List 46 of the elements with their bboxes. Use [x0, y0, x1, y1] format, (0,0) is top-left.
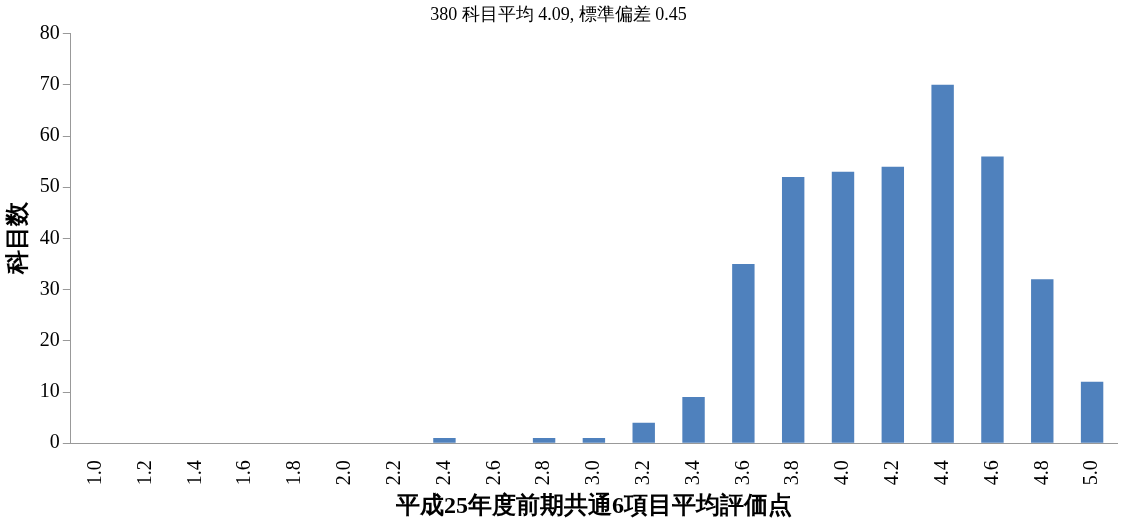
- bar: [781, 176, 805, 443]
- x-tick-label: 2.0: [332, 460, 355, 486]
- y-tick-label: 50: [39, 174, 60, 197]
- x-tick-label: 3.2: [630, 460, 653, 486]
- x-tick-label: 2.4: [431, 460, 454, 486]
- y-axis-title: 科目数: [3, 201, 30, 276]
- x-axis-title: 平成25年度前期共通6項目平均評価点: [394, 491, 792, 518]
- x-tick-label: 1.0: [82, 460, 105, 486]
- y-tick-label: 30: [39, 276, 60, 299]
- x-tick-label: 3.8: [780, 460, 803, 486]
- y-tick-label: 10: [39, 379, 60, 402]
- bar: [1080, 381, 1104, 443]
- x-tick-label: 2.8: [531, 460, 554, 486]
- bar: [582, 438, 606, 443]
- y-tick-label: 20: [39, 328, 60, 351]
- x-tick-label: 4.8: [1029, 460, 1052, 486]
- x-tick-label: 4.0: [830, 460, 853, 486]
- y-tick-label: 40: [39, 225, 60, 248]
- bar: [1031, 279, 1054, 443]
- bar: [881, 166, 905, 443]
- bar: [931, 84, 954, 443]
- x-tick-label: 4.2: [880, 460, 903, 486]
- bar: [831, 171, 855, 443]
- bar: [632, 422, 655, 443]
- x-tick-label: 4.4: [929, 460, 952, 486]
- y-tick-label: 60: [39, 123, 60, 146]
- y-tick-label: 80: [39, 20, 60, 43]
- x-tick-label: 3.6: [730, 460, 753, 486]
- x-tick-label: 2.2: [381, 460, 404, 486]
- bar: [433, 438, 456, 443]
- x-tick-label: 1.2: [132, 460, 155, 486]
- bar: [981, 156, 1004, 443]
- x-tick-label: 3.4: [680, 460, 703, 486]
- x-tick-label: 1.6: [232, 460, 255, 486]
- x-tick-label: 4.6: [979, 460, 1002, 486]
- x-tick-label: 1.8: [282, 460, 305, 486]
- x-tick-label: 1.4: [182, 460, 205, 486]
- bar: [532, 438, 556, 443]
- x-tick-label: 5.0: [1079, 460, 1102, 486]
- x-tick-label: 3.0: [581, 460, 604, 486]
- y-tick-label: 0: [49, 430, 60, 453]
- x-tick-label: 2.6: [481, 460, 504, 486]
- text: 380 科目平均 4.09, 標準偏差 0.45: [430, 3, 687, 24]
- y-tick-label: 70: [39, 72, 60, 95]
- bar: [682, 397, 705, 443]
- bar: [732, 264, 755, 443]
